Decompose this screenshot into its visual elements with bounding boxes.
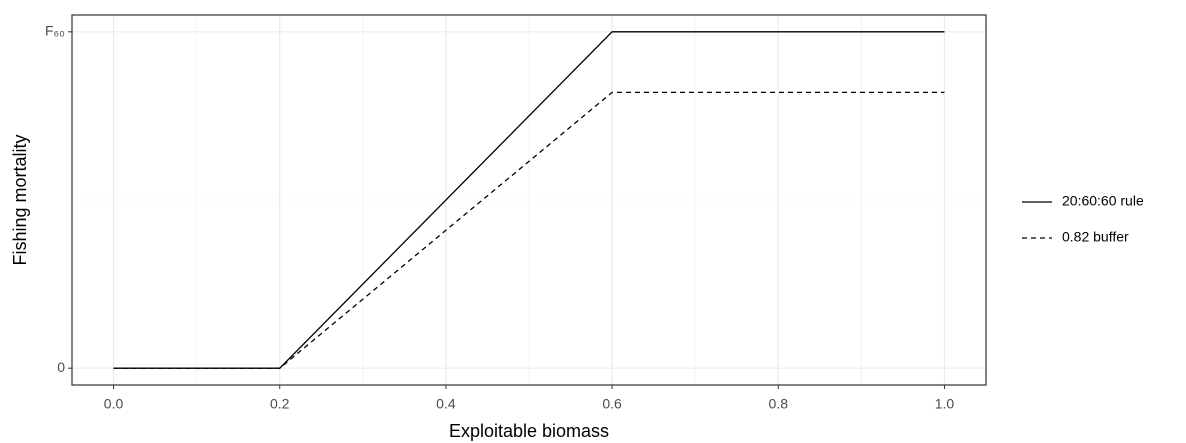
x-tick-label: 0.6	[602, 396, 622, 412]
legend-label: 20:60:60 rule	[1062, 193, 1144, 209]
x-tick-label: 0.2	[270, 396, 290, 412]
x-tick-label: 0.8	[769, 396, 789, 412]
x-tick-label: 0.0	[104, 396, 124, 412]
y-tick-label: F₆₀	[45, 23, 65, 39]
plot-border	[71, 14, 987, 386]
x-tick-label: 0.4	[436, 396, 456, 412]
x-tick-label: 1.0	[935, 396, 955, 412]
y-tick-label: 0	[57, 359, 65, 375]
x-axis-title: Exploitable biomass	[449, 421, 609, 441]
series-line	[113, 31, 945, 369]
y-axis-title: Fishing mortality	[10, 134, 30, 265]
legend-label: 0.82 buffer	[1062, 229, 1129, 245]
